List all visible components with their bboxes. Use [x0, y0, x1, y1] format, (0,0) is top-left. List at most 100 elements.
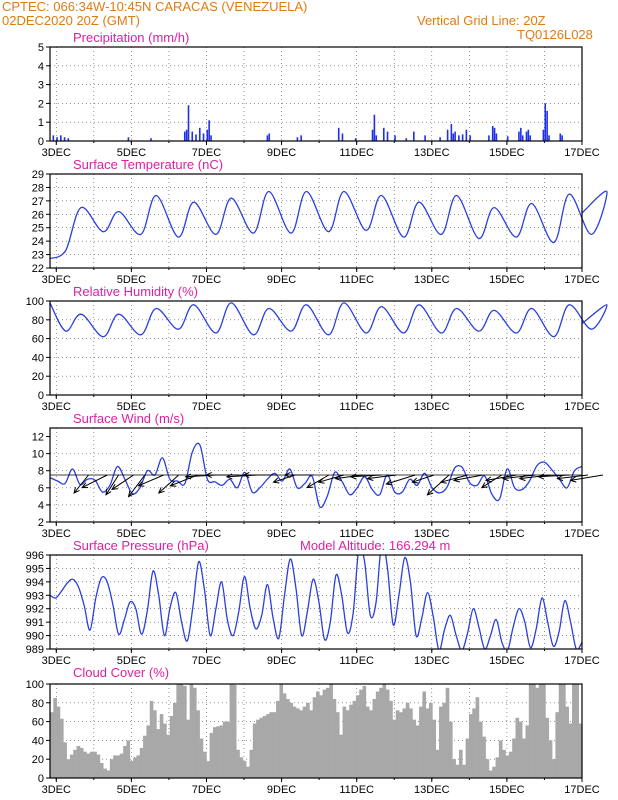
wind-vector-head	[556, 474, 564, 482]
y-tick-label: 40	[32, 735, 44, 747]
wind-vector-head	[426, 489, 434, 496]
cloud-bar	[442, 702, 446, 778]
panel-annotation: Model Altitude: 166.294 m	[300, 538, 450, 553]
cloud-bar	[452, 759, 456, 778]
cloud-bar	[495, 757, 500, 778]
cloud-bar	[502, 749, 506, 778]
wind-vector-head	[452, 476, 460, 483]
cloud-bar	[146, 725, 151, 778]
wind-vector-head	[81, 482, 89, 489]
precip-bar	[424, 135, 426, 141]
cloud-bar	[106, 770, 111, 778]
precip-bar	[67, 138, 70, 141]
y-tick-label: 4	[38, 500, 44, 512]
header-model: TQ0126L028	[517, 27, 593, 42]
wind-vector-head	[366, 474, 374, 481]
panel-frame	[49, 427, 583, 523]
cloud-bar	[468, 714, 473, 778]
precip-bar	[546, 110, 548, 141]
cloud-bar	[375, 691, 380, 778]
cloud-bar	[246, 766, 250, 778]
cloud-bar	[53, 698, 57, 778]
y-tick-label: 993	[26, 590, 44, 602]
wind-vector-head	[317, 477, 325, 484]
cloud-bar	[169, 716, 174, 778]
cloud-bar	[409, 708, 413, 778]
x-tick-label: 13DEC	[414, 147, 450, 159]
y-tick-label: 5	[38, 42, 44, 54]
cloud-bar	[239, 757, 244, 778]
cloud-bar	[528, 684, 533, 778]
panel-3: Surface Wind (m/s) 2 4 6 8 10 12 3DEC 5DEC 7DEC 9D…	[32, 411, 604, 540]
cloud-bar	[113, 755, 117, 778]
cloud-bar	[276, 700, 280, 778]
cloud-bar	[458, 749, 463, 778]
wind-vector	[440, 474, 468, 483]
cloud-bar	[325, 687, 330, 778]
cloud-bar	[572, 684, 576, 778]
y-tick-label: 3	[38, 80, 44, 92]
wind-vector-head	[480, 482, 488, 489]
precip-bar	[63, 137, 66, 141]
wind-vector-head	[205, 471, 212, 479]
cloud-bar	[232, 684, 237, 778]
cloud-bar	[439, 706, 443, 778]
precip-bar	[198, 127, 201, 141]
cloud-bar	[429, 702, 433, 778]
x-tick-label: 7DEC	[192, 401, 221, 413]
cloud-bar	[445, 687, 450, 778]
wind-vector	[453, 474, 483, 481]
cloud-bar	[153, 710, 157, 778]
y-tick-label: 60	[32, 717, 44, 729]
y-tick-label: 1	[38, 117, 44, 129]
x-tick-label: 17DEC	[564, 528, 600, 540]
cloud-bar	[76, 746, 81, 778]
y-tick-label: 26	[32, 209, 44, 221]
cloud-bar	[183, 685, 187, 778]
cloud-bar	[99, 763, 104, 778]
x-tick-label: 9DEC	[267, 147, 296, 159]
wind-vector	[81, 474, 108, 489]
cloud-bar	[399, 712, 403, 778]
cloud-bar	[226, 721, 230, 778]
cloud-bar	[69, 754, 74, 778]
panel-title: Precipitation (mm/h)	[73, 30, 189, 45]
cloud-bar	[256, 719, 260, 778]
series-line	[50, 555, 582, 649]
cloud-bar	[282, 693, 287, 778]
cloud-bar	[296, 708, 300, 778]
wind-vector-head	[137, 480, 145, 487]
precip-bar	[56, 137, 58, 141]
precip-bar	[183, 131, 186, 141]
y-tick-label: 20	[32, 754, 44, 766]
precip-bar	[386, 131, 389, 141]
y-tick-label: 2	[38, 98, 44, 110]
cloud-bar	[156, 729, 161, 778]
x-tick-label: 3DEC	[42, 528, 71, 540]
wind-vector	[111, 474, 134, 490]
x-tick-label: 9DEC	[267, 274, 296, 286]
cloud-bar	[139, 747, 144, 778]
y-tick-label: 996	[26, 550, 44, 562]
y-tick-label: 991	[26, 617, 44, 629]
cloud-bar	[279, 684, 284, 778]
precip-bar	[450, 124, 453, 141]
y-tick-label: 22	[32, 263, 44, 275]
x-tick-label: 17DEC	[564, 655, 600, 667]
y-tick-label: 0	[38, 136, 44, 148]
cloud-bar	[192, 687, 197, 778]
x-tick-label: 13DEC	[414, 528, 450, 540]
cloud-bar	[272, 712, 277, 778]
panel-title: Surface Pressure (hPa)	[73, 538, 209, 553]
cloud-bar	[63, 742, 67, 778]
cloud-bar	[449, 721, 453, 778]
wind-vector	[570, 474, 604, 481]
precip-bar	[268, 133, 271, 141]
wind-vector	[427, 474, 450, 496]
x-tick-label: 15DEC	[489, 528, 525, 540]
x-tick-label: 17DEC	[564, 784, 600, 796]
wind-vector	[557, 474, 589, 480]
precip-bar	[518, 131, 520, 141]
x-tick-label: 7DEC	[192, 274, 221, 286]
y-tick-label: 994	[26, 577, 44, 589]
